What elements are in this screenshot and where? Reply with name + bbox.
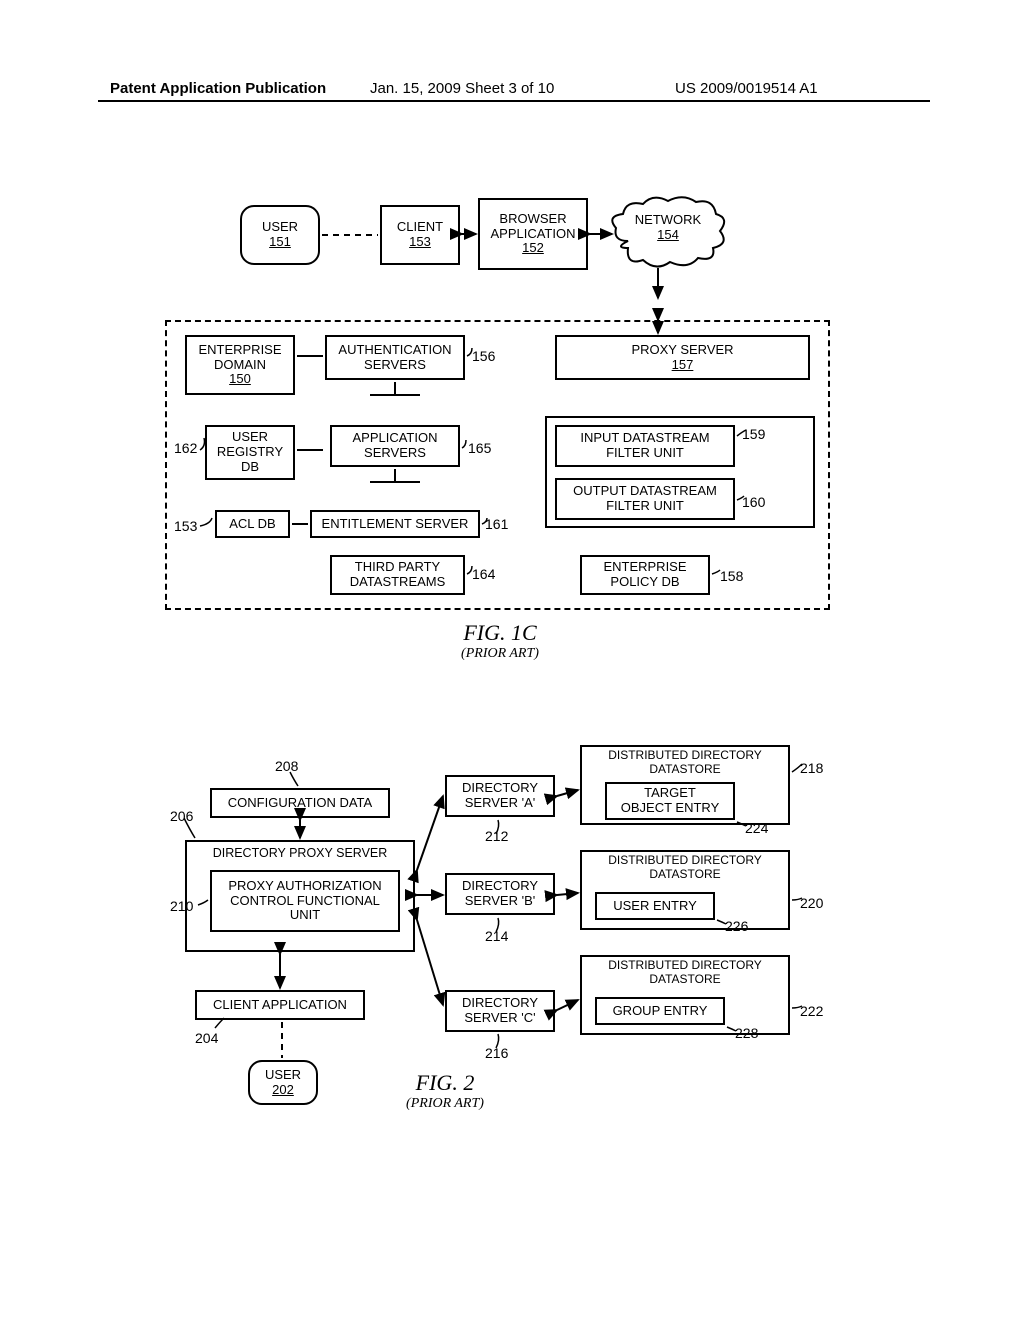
ref-224: 224	[745, 820, 768, 836]
ref-161: 161	[485, 516, 508, 532]
proxy-server-label: PROXY SERVER	[631, 343, 733, 358]
browser-box: BROWSER APPLICATION 152	[478, 198, 588, 270]
user2-box: USER 202	[248, 1060, 318, 1105]
ref-226: 226	[725, 918, 748, 934]
config-data-label: CONFIGURATION DATA	[228, 796, 372, 811]
user-registry-box: USER REGISTRY DB	[205, 425, 295, 480]
header-left: Patent Application Publication	[110, 80, 326, 97]
ref-158: 158	[720, 568, 743, 584]
ref-206: 206	[170, 808, 193, 824]
ref-210: 210	[170, 898, 193, 914]
dir-server-c-box: DIRECTORY SERVER 'C'	[445, 990, 555, 1032]
user-label: USER	[262, 220, 298, 235]
input-ds-box: INPUT DATASTREAM FILTER UNIT	[555, 425, 735, 467]
group-entry-box: GROUP ENTRY	[595, 997, 725, 1025]
acl-db-label: ACL DB	[229, 517, 275, 532]
target-object-entry-box: TARGET OBJECT ENTRY	[605, 782, 735, 820]
client-box: CLIENT 153	[380, 205, 460, 265]
dd3-label: DISTRIBUTED DIRECTORY DATASTORE	[608, 959, 762, 987]
fig2-title: FIG. 2	[416, 1070, 475, 1095]
browser-ref: 152	[522, 241, 544, 256]
auth-servers-label: AUTHENTICATION SERVERS	[338, 343, 451, 373]
ref-208: 208	[275, 758, 298, 774]
header-mid: Jan. 15, 2009 Sheet 3 of 10	[370, 80, 554, 97]
dir-c-label: DIRECTORY SERVER 'C'	[462, 996, 538, 1026]
ref-162: 162	[174, 440, 197, 456]
client-application-box: CLIENT APPLICATION	[195, 990, 365, 1020]
ref-153: 153	[174, 518, 197, 534]
user2-label: USER	[265, 1068, 301, 1083]
network-label-wrap: NETWORK 154	[618, 212, 718, 242]
app-servers-box: APPLICATION SERVERS	[330, 425, 460, 467]
user-entry-label: USER ENTRY	[613, 899, 697, 914]
proxy-server-box: PROXY SERVER 157	[555, 335, 810, 380]
fig1c-sub: (PRIOR ART)	[400, 646, 600, 662]
app-servers-label: APPLICATION SERVERS	[352, 431, 437, 461]
ref-218: 218	[800, 760, 823, 776]
ref-164: 164	[472, 566, 495, 582]
proxy-server-ref: 157	[672, 358, 694, 373]
header-divider	[98, 100, 930, 102]
fig2-sub: (PRIOR ART)	[360, 1096, 530, 1112]
dir-a-label: DIRECTORY SERVER 'A'	[462, 781, 538, 811]
client-ref: 153	[409, 235, 431, 250]
dd1-label: DISTRIBUTED DIRECTORY DATASTORE	[608, 749, 762, 777]
fig2-caption: FIG. 2 (PRIOR ART)	[360, 1070, 530, 1112]
client-application-label: CLIENT APPLICATION	[213, 998, 347, 1013]
group-entry-label: GROUP ENTRY	[613, 1004, 708, 1019]
input-ds-label: INPUT DATASTREAM FILTER UNIT	[580, 431, 709, 461]
ref-216: 216	[485, 1045, 508, 1061]
ref-159: 159	[742, 426, 765, 442]
ref-220: 220	[800, 895, 823, 911]
dir-b-label: DIRECTORY SERVER 'B'	[462, 879, 538, 909]
ref-228: 228	[735, 1025, 758, 1041]
ref-204: 204	[195, 1030, 218, 1046]
ref-212: 212	[485, 828, 508, 844]
third-party-label: THIRD PARTY DATASTREAMS	[350, 560, 446, 590]
ref-214: 214	[485, 928, 508, 944]
dir-server-a-box: DIRECTORY SERVER 'A'	[445, 775, 555, 817]
ref-156: 156	[472, 348, 495, 364]
fig1c-title: FIG. 1C	[463, 620, 536, 645]
ent-domain-label: ENTERPRISE DOMAIN	[198, 343, 281, 373]
output-ds-label: OUTPUT DATASTREAM FILTER UNIT	[573, 484, 717, 514]
network-label: NETWORK	[635, 212, 701, 227]
user2-ref: 202	[272, 1083, 294, 1098]
config-data-box: CONFIGURATION DATA	[210, 788, 390, 818]
auth-servers-box: AUTHENTICATION SERVERS	[325, 335, 465, 380]
proxy-auth-label: PROXY AUTHORIZATION CONTROL FUNCTIONAL U…	[228, 879, 381, 924]
user-box: USER 151	[240, 205, 320, 265]
enterprise-domain-box: ENTERPRISE DOMAIN 150	[185, 335, 295, 395]
fig1c-caption: FIG. 1C (PRIOR ART)	[400, 620, 600, 662]
user-registry-label: USER REGISTRY DB	[217, 430, 283, 475]
browser-label: BROWSER APPLICATION	[490, 212, 575, 242]
client-label: CLIENT	[397, 220, 443, 235]
acl-db-box: ACL DB	[215, 510, 290, 538]
target-obj-label: TARGET OBJECT ENTRY	[621, 786, 719, 816]
third-party-box: THIRD PARTY DATASTREAMS	[330, 555, 465, 595]
ref-222: 222	[800, 1003, 823, 1019]
dir-proxy-label: DIRECTORY PROXY SERVER	[213, 846, 388, 860]
enterprise-policy-box: ENTERPRISE POLICY DB	[580, 555, 710, 595]
entitlement-server-box: ENTITLEMENT SERVER	[310, 510, 480, 538]
entitlement-server-label: ENTITLEMENT SERVER	[322, 517, 469, 532]
user-entry-box: USER ENTRY	[595, 892, 715, 920]
ref-165: 165	[468, 440, 491, 456]
output-ds-box: OUTPUT DATASTREAM FILTER UNIT	[555, 478, 735, 520]
user-ref: 151	[269, 235, 291, 250]
network-ref: 154	[657, 227, 679, 242]
enterprise-policy-label: ENTERPRISE POLICY DB	[603, 560, 686, 590]
ref-160: 160	[742, 494, 765, 510]
proxy-auth-unit-box: PROXY AUTHORIZATION CONTROL FUNCTIONAL U…	[210, 870, 400, 932]
ent-domain-ref: 150	[229, 372, 251, 387]
header-right: US 2009/0019514 A1	[675, 80, 818, 97]
dir-server-b-box: DIRECTORY SERVER 'B'	[445, 873, 555, 915]
dd2-label: DISTRIBUTED DIRECTORY DATASTORE	[608, 854, 762, 882]
